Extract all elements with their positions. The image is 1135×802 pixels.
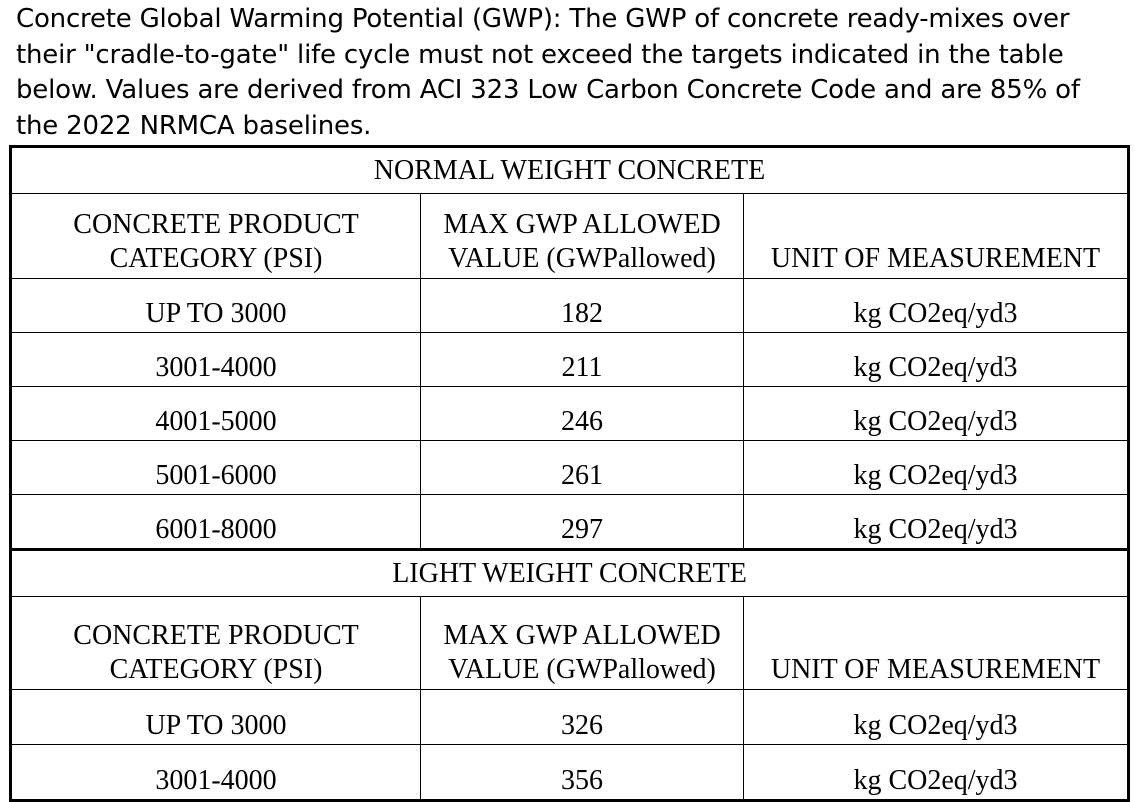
header-max-line1: MAX GWP ALLOWED xyxy=(443,209,721,240)
header-max-gwp: MAX GWP ALLOWED VALUE (GWPallowed) xyxy=(420,193,744,279)
header-unit: UNIT OF MEASUREMENT xyxy=(742,193,1130,279)
cell-max: 356 xyxy=(420,744,744,801)
header-category-line1: CONCRETE PRODUCT xyxy=(73,620,359,651)
cell-category: 5001-6000 xyxy=(10,440,421,495)
cell-category: 3001-4000 xyxy=(10,744,421,801)
cell-unit: kg CO2eq/yd3 xyxy=(742,744,1130,801)
cell-unit: kg CO2eq/yd3 xyxy=(742,689,1130,745)
table-row: UP TO 3000 326 kg CO2eq/yd3 xyxy=(10,689,1130,745)
cell-unit: kg CO2eq/yd3 xyxy=(742,494,1130,550)
header-category: CONCRETE PRODUCT CATEGORY (PSI) xyxy=(10,193,421,279)
header-max-line1: MAX GWP ALLOWED xyxy=(443,620,721,651)
table-row: UP TO 3000 182 kg CO2eq/yd3 xyxy=(10,278,1130,333)
header-category-line1: CONCRETE PRODUCT xyxy=(73,209,359,240)
table-row: 4001-5000 246 kg CO2eq/yd3 xyxy=(10,386,1130,441)
section-header-light: LIGHT WEIGHT CONCRETE xyxy=(9,548,1130,597)
cell-category: 3001-4000 xyxy=(10,332,421,387)
header-category: CONCRETE PRODUCT CATEGORY (PSI) xyxy=(10,596,421,690)
section-title-light: LIGHT WEIGHT CONCRETE xyxy=(9,548,1130,597)
cell-unit: kg CO2eq/yd3 xyxy=(742,278,1130,333)
header-category-line2: CATEGORY (PSI) xyxy=(109,243,323,274)
cell-max: 182 xyxy=(420,278,744,333)
section-header-normal: NORMAL WEIGHT CONCRETE xyxy=(9,146,1130,194)
column-header-row: CONCRETE PRODUCT CATEGORY (PSI) MAX GWP … xyxy=(10,193,1130,279)
cell-max: 326 xyxy=(420,689,744,745)
section-title-normal: NORMAL WEIGHT CONCRETE xyxy=(9,146,1130,194)
header-max-gwp: MAX GWP ALLOWED VALUE (GWPallowed) xyxy=(420,596,744,690)
cell-category: UP TO 3000 xyxy=(10,278,421,333)
intro-paragraph: Concrete Global Warming Potential (GWP):… xyxy=(16,4,1080,141)
table-row: 3001-4000 211 kg CO2eq/yd3 xyxy=(10,332,1130,387)
cell-max: 261 xyxy=(420,440,744,495)
cell-category: UP TO 3000 xyxy=(10,689,421,745)
table-row: 6001-8000 297 kg CO2eq/yd3 xyxy=(10,494,1130,550)
cell-unit: kg CO2eq/yd3 xyxy=(742,440,1130,495)
cell-unit: kg CO2eq/yd3 xyxy=(742,386,1130,441)
cell-category: 6001-8000 xyxy=(10,494,421,550)
table-row: 5001-6000 261 kg CO2eq/yd3 xyxy=(10,440,1130,495)
header-max-line2: VALUE (GWPallowed) xyxy=(448,243,716,274)
header-unit: UNIT OF MEASUREMENT xyxy=(742,596,1130,690)
cell-max: 297 xyxy=(420,494,744,550)
cell-max: 246 xyxy=(420,386,744,441)
table-row: 3001-4000 356 kg CO2eq/yd3 xyxy=(10,744,1130,801)
header-max-line2: VALUE (GWPallowed) xyxy=(448,654,716,685)
header-category-line2: CATEGORY (PSI) xyxy=(109,654,323,685)
cell-max: 211 xyxy=(420,332,744,387)
column-header-row: CONCRETE PRODUCT CATEGORY (PSI) MAX GWP … xyxy=(10,596,1130,690)
gwp-limits-table: NORMAL WEIGHT CONCRETE CONCRETE PRODUCT … xyxy=(9,145,1131,802)
cell-category: 4001-5000 xyxy=(10,386,421,441)
cell-unit: kg CO2eq/yd3 xyxy=(742,332,1130,387)
